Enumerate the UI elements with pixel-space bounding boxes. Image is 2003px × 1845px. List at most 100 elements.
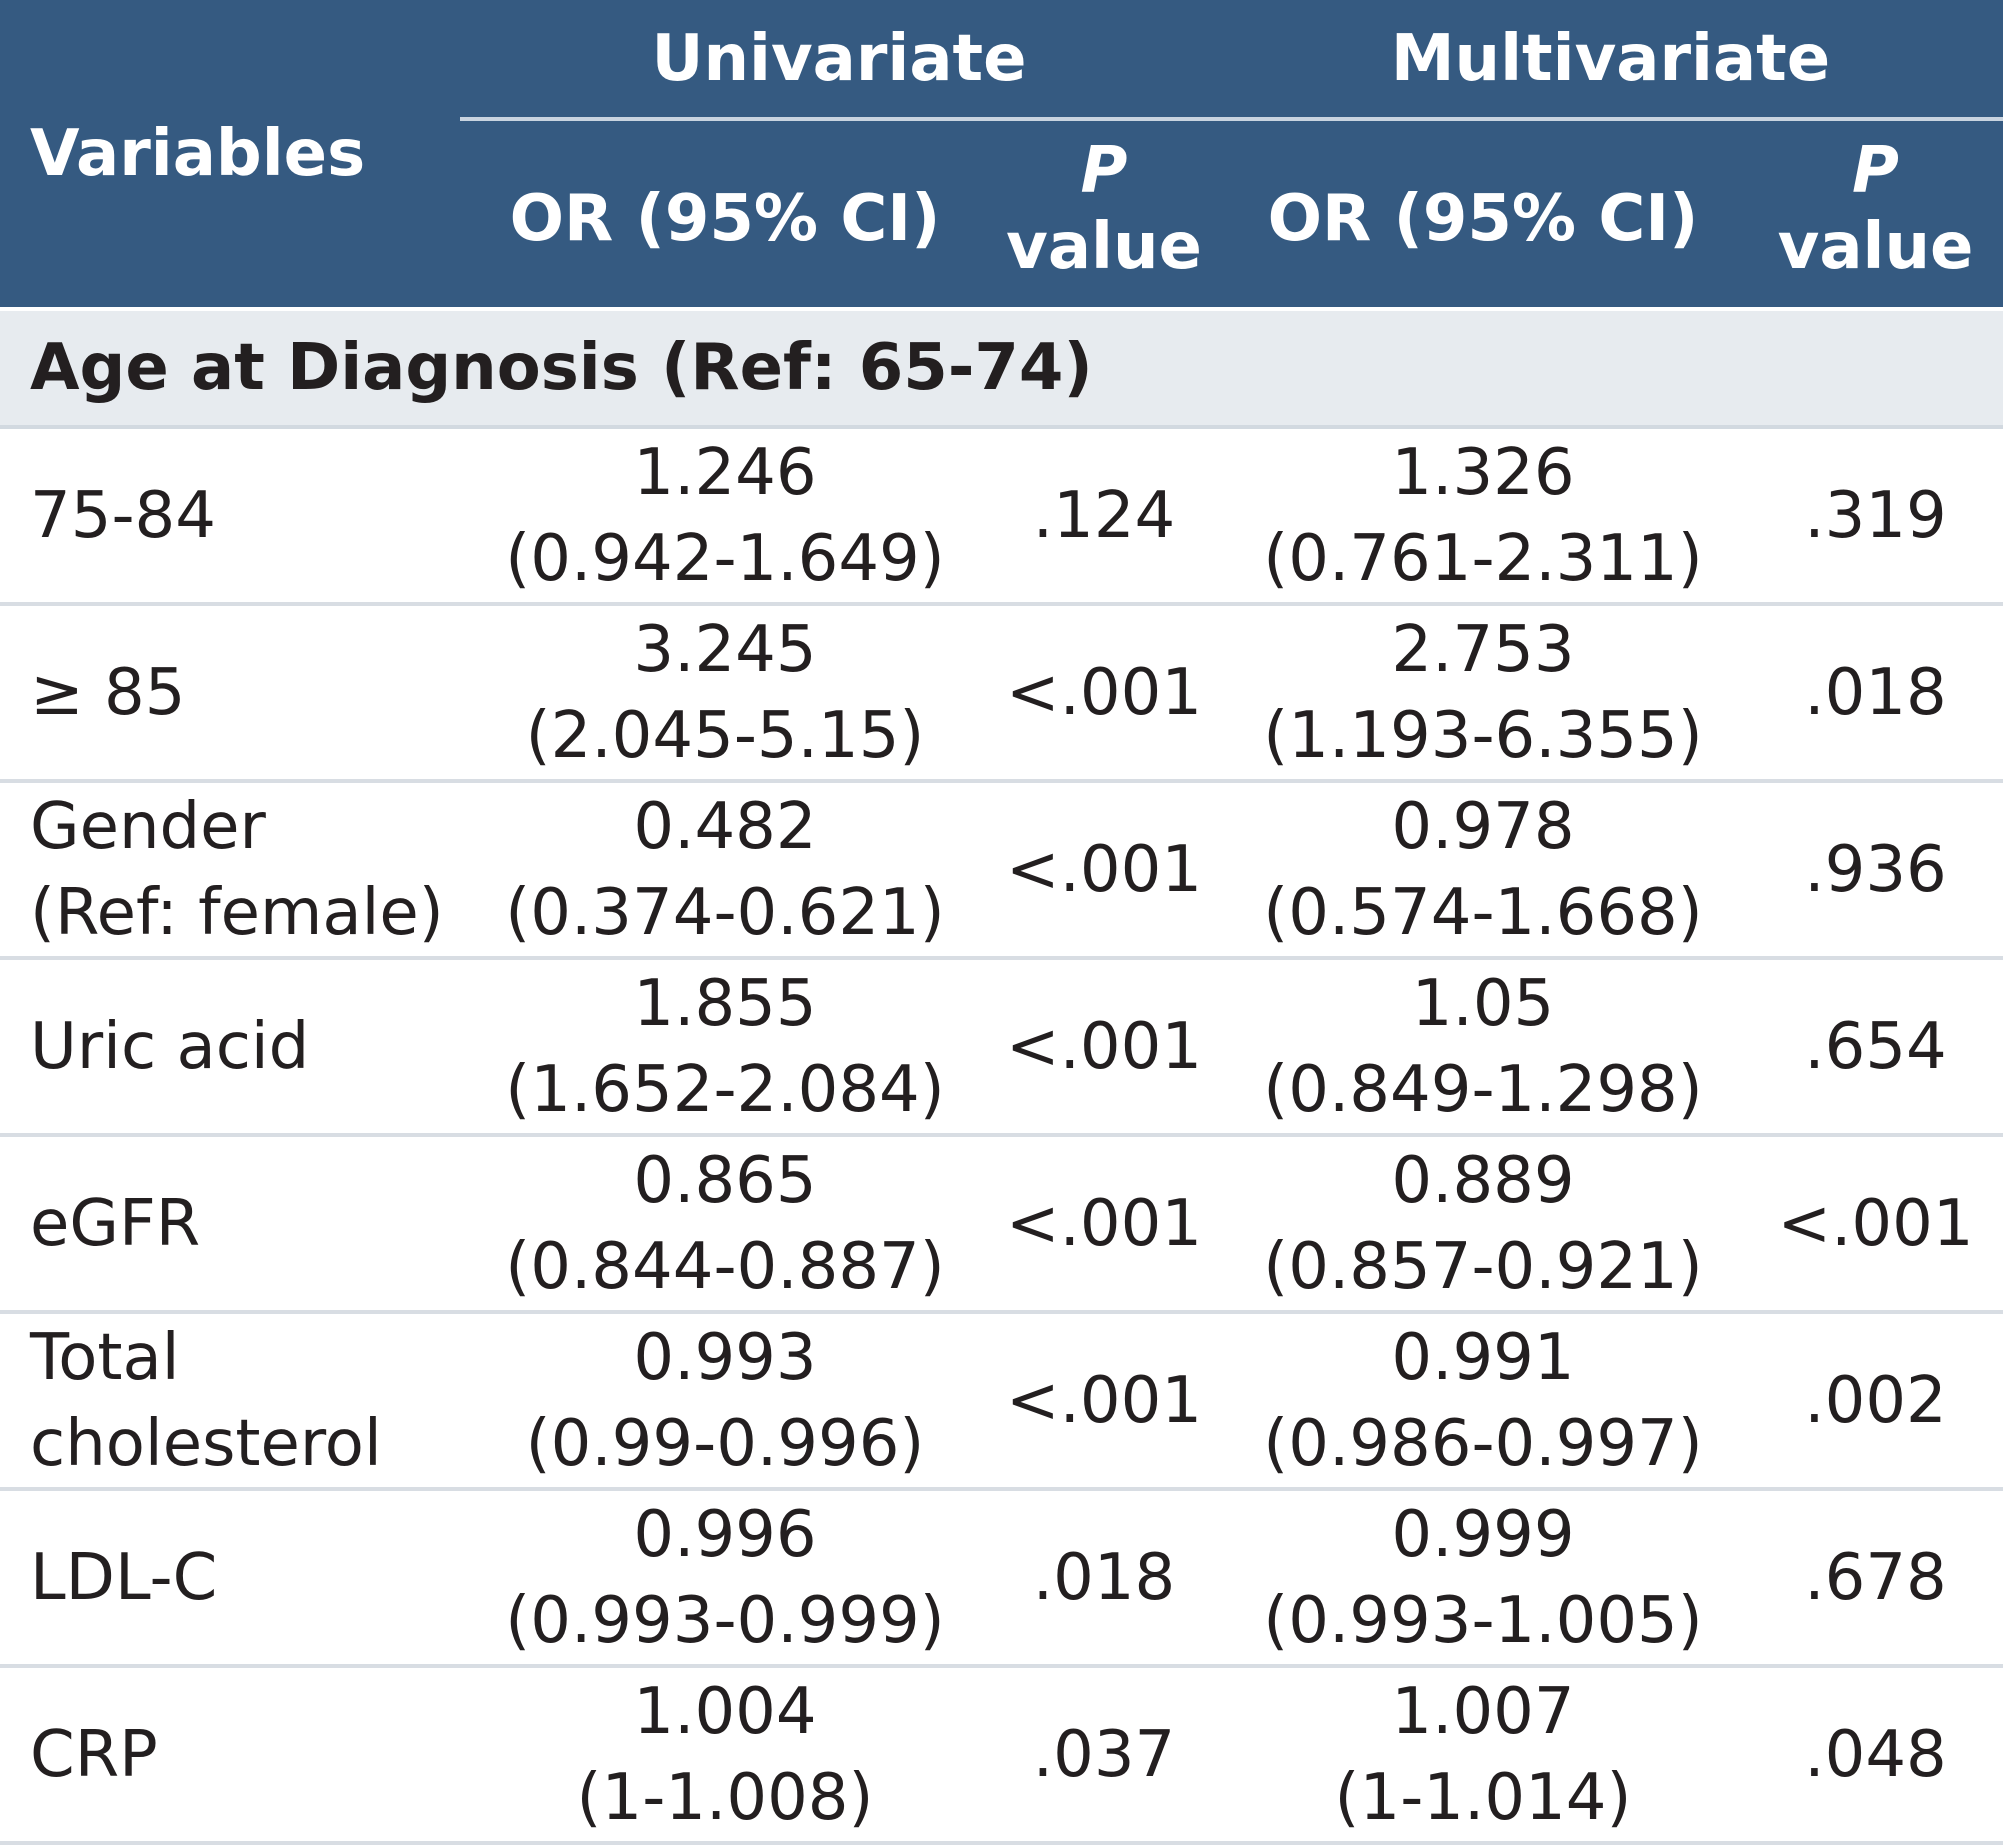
univariate-p-value: .037 bbox=[990, 1666, 1218, 1845]
variable-name: 75-84 bbox=[30, 478, 216, 553]
multivariate-ci: (0.993-1.005) bbox=[1263, 1583, 1703, 1658]
multivariate-or-cell: 1.05 (0.849-1.298) bbox=[1218, 958, 1748, 1137]
multivariate-p-value: .319 bbox=[1748, 427, 2003, 606]
table-body: 75-84 1.246 (0.942-1.649) .124 1.326 (0.761-2… bbox=[0, 427, 2003, 1845]
multivariate-or: 0.999 bbox=[1391, 1497, 1575, 1572]
variable-cell: CRP bbox=[0, 1666, 460, 1845]
univariate-p-value: .124 bbox=[990, 427, 1218, 606]
univariate-or-cell: 0.993 (0.99-0.996) bbox=[460, 1312, 990, 1491]
variable-name: eGFR bbox=[30, 1186, 201, 1261]
univariate-or-cell: 1.004 (1-1.008) bbox=[460, 1666, 990, 1845]
univariate-or-cell: 0.482 (0.374-0.621) bbox=[460, 781, 990, 960]
variable-name: Total bbox=[30, 1320, 180, 1395]
multivariate-p-value: .018 bbox=[1748, 604, 2003, 783]
table-row: Uric acid 1.855 (1.652-2.084) <.001 1.05 (0.8… bbox=[0, 958, 2003, 1137]
header-p-word: value bbox=[1006, 210, 1202, 284]
table-row: Total cholesterol 0.993 (0.99-0.996) <.001 0.… bbox=[0, 1312, 2003, 1491]
univariate-or-cell: 1.246 (0.942-1.649) bbox=[460, 427, 990, 606]
multivariate-p-value: .678 bbox=[1748, 1489, 2003, 1668]
multivariate-ci: (0.849-1.298) bbox=[1263, 1052, 1703, 1127]
univariate-p-value: <.001 bbox=[990, 781, 1218, 960]
multivariate-or: 0.978 bbox=[1391, 789, 1575, 864]
univariate-or: 0.865 bbox=[633, 1143, 817, 1218]
univariate-p-value: <.001 bbox=[990, 1135, 1218, 1314]
multivariate-or: 0.889 bbox=[1391, 1143, 1575, 1218]
univariate-p-value: <.001 bbox=[990, 1312, 1218, 1491]
variable-name: ≥ 85 bbox=[30, 655, 186, 730]
univariate-or: 1.246 bbox=[633, 435, 817, 510]
univariate-p-value: .018 bbox=[990, 1489, 1218, 1668]
multivariate-ci: (1.193-6.355) bbox=[1263, 698, 1703, 773]
univariate-or-cell: 1.855 (1.652-2.084) bbox=[460, 958, 990, 1137]
variable-cell: ≥ 85 bbox=[0, 604, 460, 783]
table-header: Variables Univariate Multivariate OR (95… bbox=[0, 0, 2003, 309]
univariate-or: 0.996 bbox=[633, 1497, 817, 1572]
multivariate-or: 1.05 bbox=[1411, 966, 1555, 1041]
header-p-word: value bbox=[1777, 210, 1974, 284]
table-row: CRP 1.004 (1-1.008) .037 1.007 (1-1.014) .048 bbox=[0, 1666, 2003, 1845]
multivariate-or-cell: 1.007 (1-1.014) bbox=[1218, 1666, 1748, 1845]
header-variables: Variables bbox=[0, 0, 460, 309]
multivariate-p-value: .936 bbox=[1748, 781, 2003, 960]
univariate-or-cell: 0.996 (0.993-0.999) bbox=[460, 1489, 990, 1668]
multivariate-p-value: .048 bbox=[1748, 1666, 2003, 1845]
table-row: eGFR 0.865 (0.844-0.887) <.001 0.889 (0.857-0… bbox=[0, 1135, 2003, 1314]
header-univariate: Univariate bbox=[460, 0, 1218, 121]
multivariate-or: 1.007 bbox=[1391, 1674, 1575, 1749]
multivariate-ci: (0.761-2.311) bbox=[1263, 521, 1703, 596]
univariate-ci: (0.374-0.621) bbox=[505, 875, 945, 950]
univariate-or-cell: 3.245 (2.045-5.15) bbox=[460, 604, 990, 783]
univariate-or: 1.855 bbox=[633, 966, 817, 1041]
group-label: Age at Diagnosis (Ref: 65-74) bbox=[0, 307, 2003, 429]
header-univariate-or: OR (95% CI) bbox=[460, 119, 990, 309]
univariate-or: 3.245 bbox=[633, 612, 817, 687]
multivariate-or-cell: 0.978 (0.574-1.668) bbox=[1218, 781, 1748, 960]
table-row: 75-84 1.246 (0.942-1.649) .124 1.326 (0.761-2… bbox=[0, 427, 2003, 606]
table-row: ≥ 85 3.245 (2.045-5.15) <.001 2.753 (1.193-6.… bbox=[0, 604, 2003, 783]
multivariate-p-value: <.001 bbox=[1748, 1135, 2003, 1314]
univariate-ci: (0.844-0.887) bbox=[505, 1229, 945, 1304]
variable-name: Uric acid bbox=[30, 1009, 310, 1084]
univariate-p-value: <.001 bbox=[990, 604, 1218, 783]
multivariate-or: 1.326 bbox=[1391, 435, 1575, 510]
univariate-ci: (1.652-2.084) bbox=[505, 1052, 945, 1127]
variable-name-cont: cholesterol bbox=[30, 1406, 382, 1481]
header-multivariate-or: OR (95% CI) bbox=[1218, 119, 1748, 309]
multivariate-or-cell: 0.991 (0.986-0.997) bbox=[1218, 1312, 1748, 1491]
variable-cell: LDL-C bbox=[0, 1489, 460, 1668]
header-multivariate-p: P value bbox=[1748, 119, 2003, 309]
variable-cell: 75-84 bbox=[0, 427, 460, 606]
univariate-p-value: <.001 bbox=[990, 958, 1218, 1137]
multivariate-or-cell: 1.326 (0.761-2.311) bbox=[1218, 427, 1748, 606]
multivariate-or: 0.991 bbox=[1391, 1320, 1575, 1395]
header-univariate-p: P value bbox=[990, 119, 1218, 309]
header-multivariate: Multivariate bbox=[1218, 0, 2003, 121]
variable-name: LDL-C bbox=[30, 1540, 218, 1615]
variable-cell: Total cholesterol bbox=[0, 1312, 460, 1491]
univariate-ci: (2.045-5.15) bbox=[525, 698, 925, 773]
multivariate-ci: (0.574-1.668) bbox=[1263, 875, 1703, 950]
multivariate-p-value: .654 bbox=[1748, 958, 2003, 1137]
variable-cell: eGFR bbox=[0, 1135, 460, 1314]
variable-cell: Uric acid bbox=[0, 958, 460, 1137]
multivariate-or-cell: 0.999 (0.993-1.005) bbox=[1218, 1489, 1748, 1668]
table-row: Gender (Ref: female) 0.482 (0.374-0.621) <.0… bbox=[0, 781, 2003, 960]
variable-cell: Gender (Ref: female) bbox=[0, 781, 460, 960]
univariate-ci: (0.99-0.996) bbox=[525, 1406, 925, 1481]
multivariate-or-cell: 0.889 (0.857-0.921) bbox=[1218, 1135, 1748, 1314]
multivariate-p-value: .002 bbox=[1748, 1312, 2003, 1491]
header-p-letter: P bbox=[1080, 134, 1128, 208]
univariate-ci: (0.942-1.649) bbox=[505, 521, 945, 596]
univariate-or: 1.004 bbox=[633, 1674, 817, 1749]
multivariate-ci: (1-1.014) bbox=[1334, 1760, 1632, 1835]
group-row: Age at Diagnosis (Ref: 65-74) bbox=[0, 307, 2003, 429]
table-row: LDL-C 0.996 (0.993-0.999) .018 0.999 (0.993-1… bbox=[0, 1489, 2003, 1668]
univariate-or-cell: 0.865 (0.844-0.887) bbox=[460, 1135, 990, 1314]
multivariate-ci: (0.857-0.921) bbox=[1263, 1229, 1703, 1304]
multivariate-or: 2.753 bbox=[1391, 612, 1575, 687]
group-section: Age at Diagnosis (Ref: 65-74) bbox=[0, 307, 2003, 429]
univariate-or: 0.482 bbox=[633, 789, 817, 864]
variable-name-cont: (Ref: female) bbox=[30, 875, 444, 950]
multivariate-or-cell: 2.753 (1.193-6.355) bbox=[1218, 604, 1748, 783]
